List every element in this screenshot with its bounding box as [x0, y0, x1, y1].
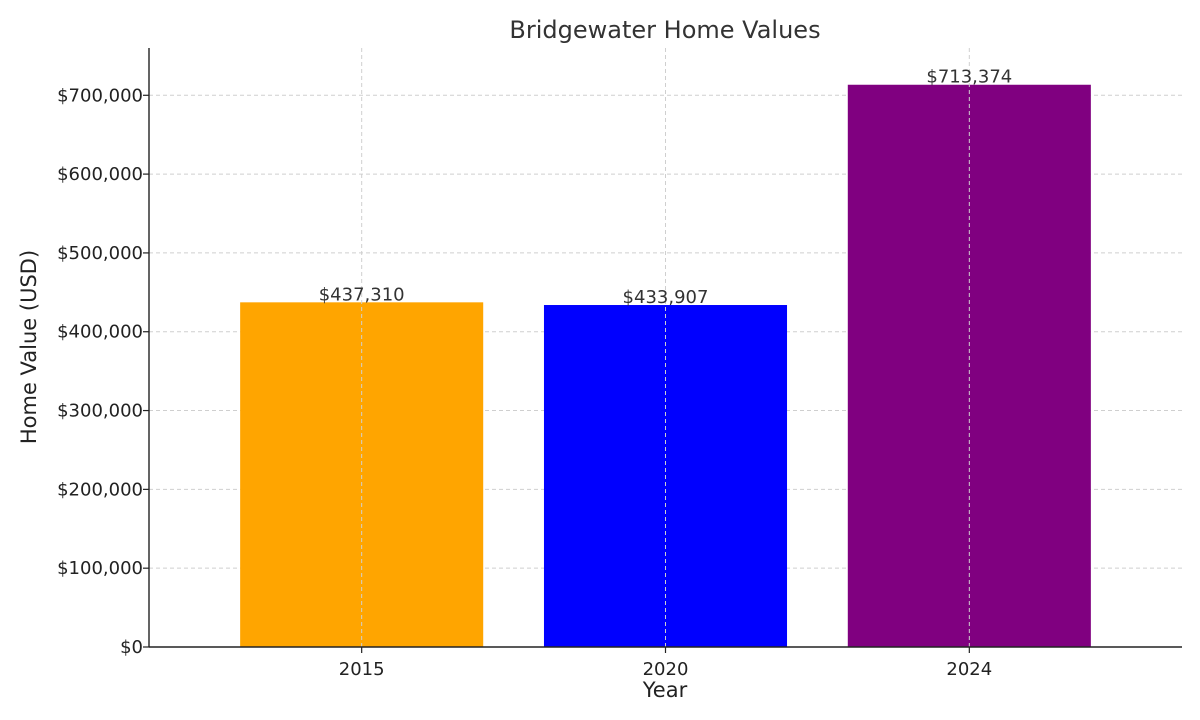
labels: $0 $100,000 $200,000 $300,000 $400,000 $500,0… [57, 67, 1012, 680]
x-axis-label: Year [642, 678, 688, 702]
x-tick-label: 2024 [946, 659, 992, 680]
x-tick-label: 2015 [339, 659, 385, 680]
axes [143, 48, 1182, 653]
y-tick-label: $500,000 [57, 243, 143, 264]
y-axis-label: Home Value (USD) [17, 250, 41, 444]
y-tick-label: $0 [120, 637, 143, 658]
data-label: $713,374 [926, 67, 1012, 88]
y-tick-label: $400,000 [57, 322, 143, 343]
x-tick-label: 2020 [643, 659, 689, 680]
data-label: $433,907 [623, 287, 709, 308]
chart-title: Bridgewater Home Values [509, 16, 820, 44]
y-tick-label: $100,000 [57, 558, 143, 579]
y-tick-label: $600,000 [57, 164, 143, 185]
bars [240, 48, 1091, 647]
y-tick-label: $300,000 [57, 401, 143, 422]
data-label: $437,310 [319, 284, 405, 305]
y-tick-label: $200,000 [57, 479, 143, 500]
y-tick-label: $700,000 [57, 85, 143, 106]
